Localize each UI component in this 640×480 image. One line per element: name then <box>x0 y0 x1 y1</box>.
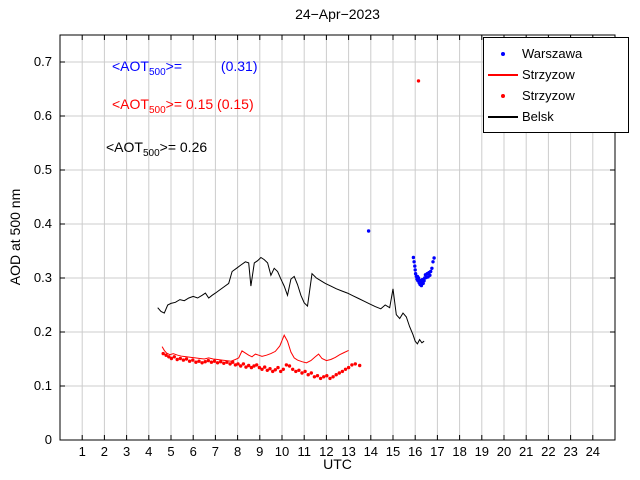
svg-text:24: 24 <box>586 444 600 459</box>
annotation-prefix: <AOT <box>112 58 149 74</box>
legend-item-belsk: Belsk <box>484 106 628 127</box>
svg-text:12: 12 <box>319 444 333 459</box>
svg-text:6: 6 <box>190 444 197 459</box>
legend-item-strzyzow-line: Strzyzow <box>484 64 628 85</box>
annotation-strzyzow-mean: <AOT500>= 0.15 (0.15) <box>112 96 254 116</box>
annotation-value: >= 0.15 (0.15) <box>165 96 254 112</box>
svg-text:13: 13 <box>341 444 355 459</box>
svg-text:9: 9 <box>256 444 263 459</box>
svg-text:4: 4 <box>145 444 152 459</box>
legend-label: Belsk <box>522 109 554 124</box>
svg-text:21: 21 <box>519 444 533 459</box>
svg-text:1: 1 <box>79 444 86 459</box>
svg-text:0.6: 0.6 <box>34 108 52 123</box>
annotation-value: >= (0.31) <box>165 58 258 74</box>
dot-marker-icon <box>484 93 522 98</box>
svg-text:0.2: 0.2 <box>34 324 52 339</box>
svg-text:3: 3 <box>123 444 130 459</box>
annotation-belsk-mean: <AOT500>= 0.26 <box>106 139 207 159</box>
legend-label: Strzyzow <box>522 67 575 82</box>
x-axis-label: UTC <box>323 456 352 472</box>
legend-item-warszawa: Warszawa <box>484 43 628 64</box>
y-axis-label: AOD at 500 nm <box>7 188 23 286</box>
svg-text:22: 22 <box>541 444 555 459</box>
svg-text:0.1: 0.1 <box>34 378 52 393</box>
svg-text:23: 23 <box>563 444 577 459</box>
line-marker-icon <box>484 73 522 76</box>
annotation-subscript: 500 <box>148 104 166 116</box>
svg-text:0.3: 0.3 <box>34 270 52 285</box>
legend-item-strzyzow-dots: Strzyzow <box>484 85 628 106</box>
annotation-subscript: 500 <box>142 147 160 159</box>
svg-text:5: 5 <box>167 444 174 459</box>
svg-text:15: 15 <box>386 444 400 459</box>
svg-text:8: 8 <box>234 444 241 459</box>
annotation-subscript: 500 <box>148 66 166 78</box>
svg-text:2: 2 <box>101 444 108 459</box>
svg-text:0.5: 0.5 <box>34 162 52 177</box>
svg-text:11: 11 <box>297 444 311 459</box>
svg-text:17: 17 <box>430 444 444 459</box>
line-marker-icon <box>484 115 522 118</box>
dot-marker-icon <box>484 51 522 56</box>
legend-label: Strzyzow <box>522 88 575 103</box>
svg-text:0.7: 0.7 <box>34 54 52 69</box>
svg-text:20: 20 <box>497 444 511 459</box>
annotation-prefix: <AOT <box>106 139 143 155</box>
annotation-prefix: <AOT <box>112 96 149 112</box>
annotation-warszawa-mean: <AOT500>= (0.31) <box>112 58 257 78</box>
annotation-value: >= 0.26 <box>159 139 208 155</box>
svg-text:18: 18 <box>452 444 466 459</box>
chart-title: 24−Apr−2023 <box>295 6 380 22</box>
legend-label: Warszawa <box>522 46 583 61</box>
svg-text:19: 19 <box>475 444 489 459</box>
svg-text:14: 14 <box>364 444 378 459</box>
svg-text:10: 10 <box>275 444 289 459</box>
svg-text:7: 7 <box>212 444 219 459</box>
svg-text:0: 0 <box>45 432 52 447</box>
svg-text:16: 16 <box>408 444 422 459</box>
legend: Warszawa Strzyzow Strzyzow Belsk <box>483 37 629 133</box>
svg-text:0.4: 0.4 <box>34 216 52 231</box>
